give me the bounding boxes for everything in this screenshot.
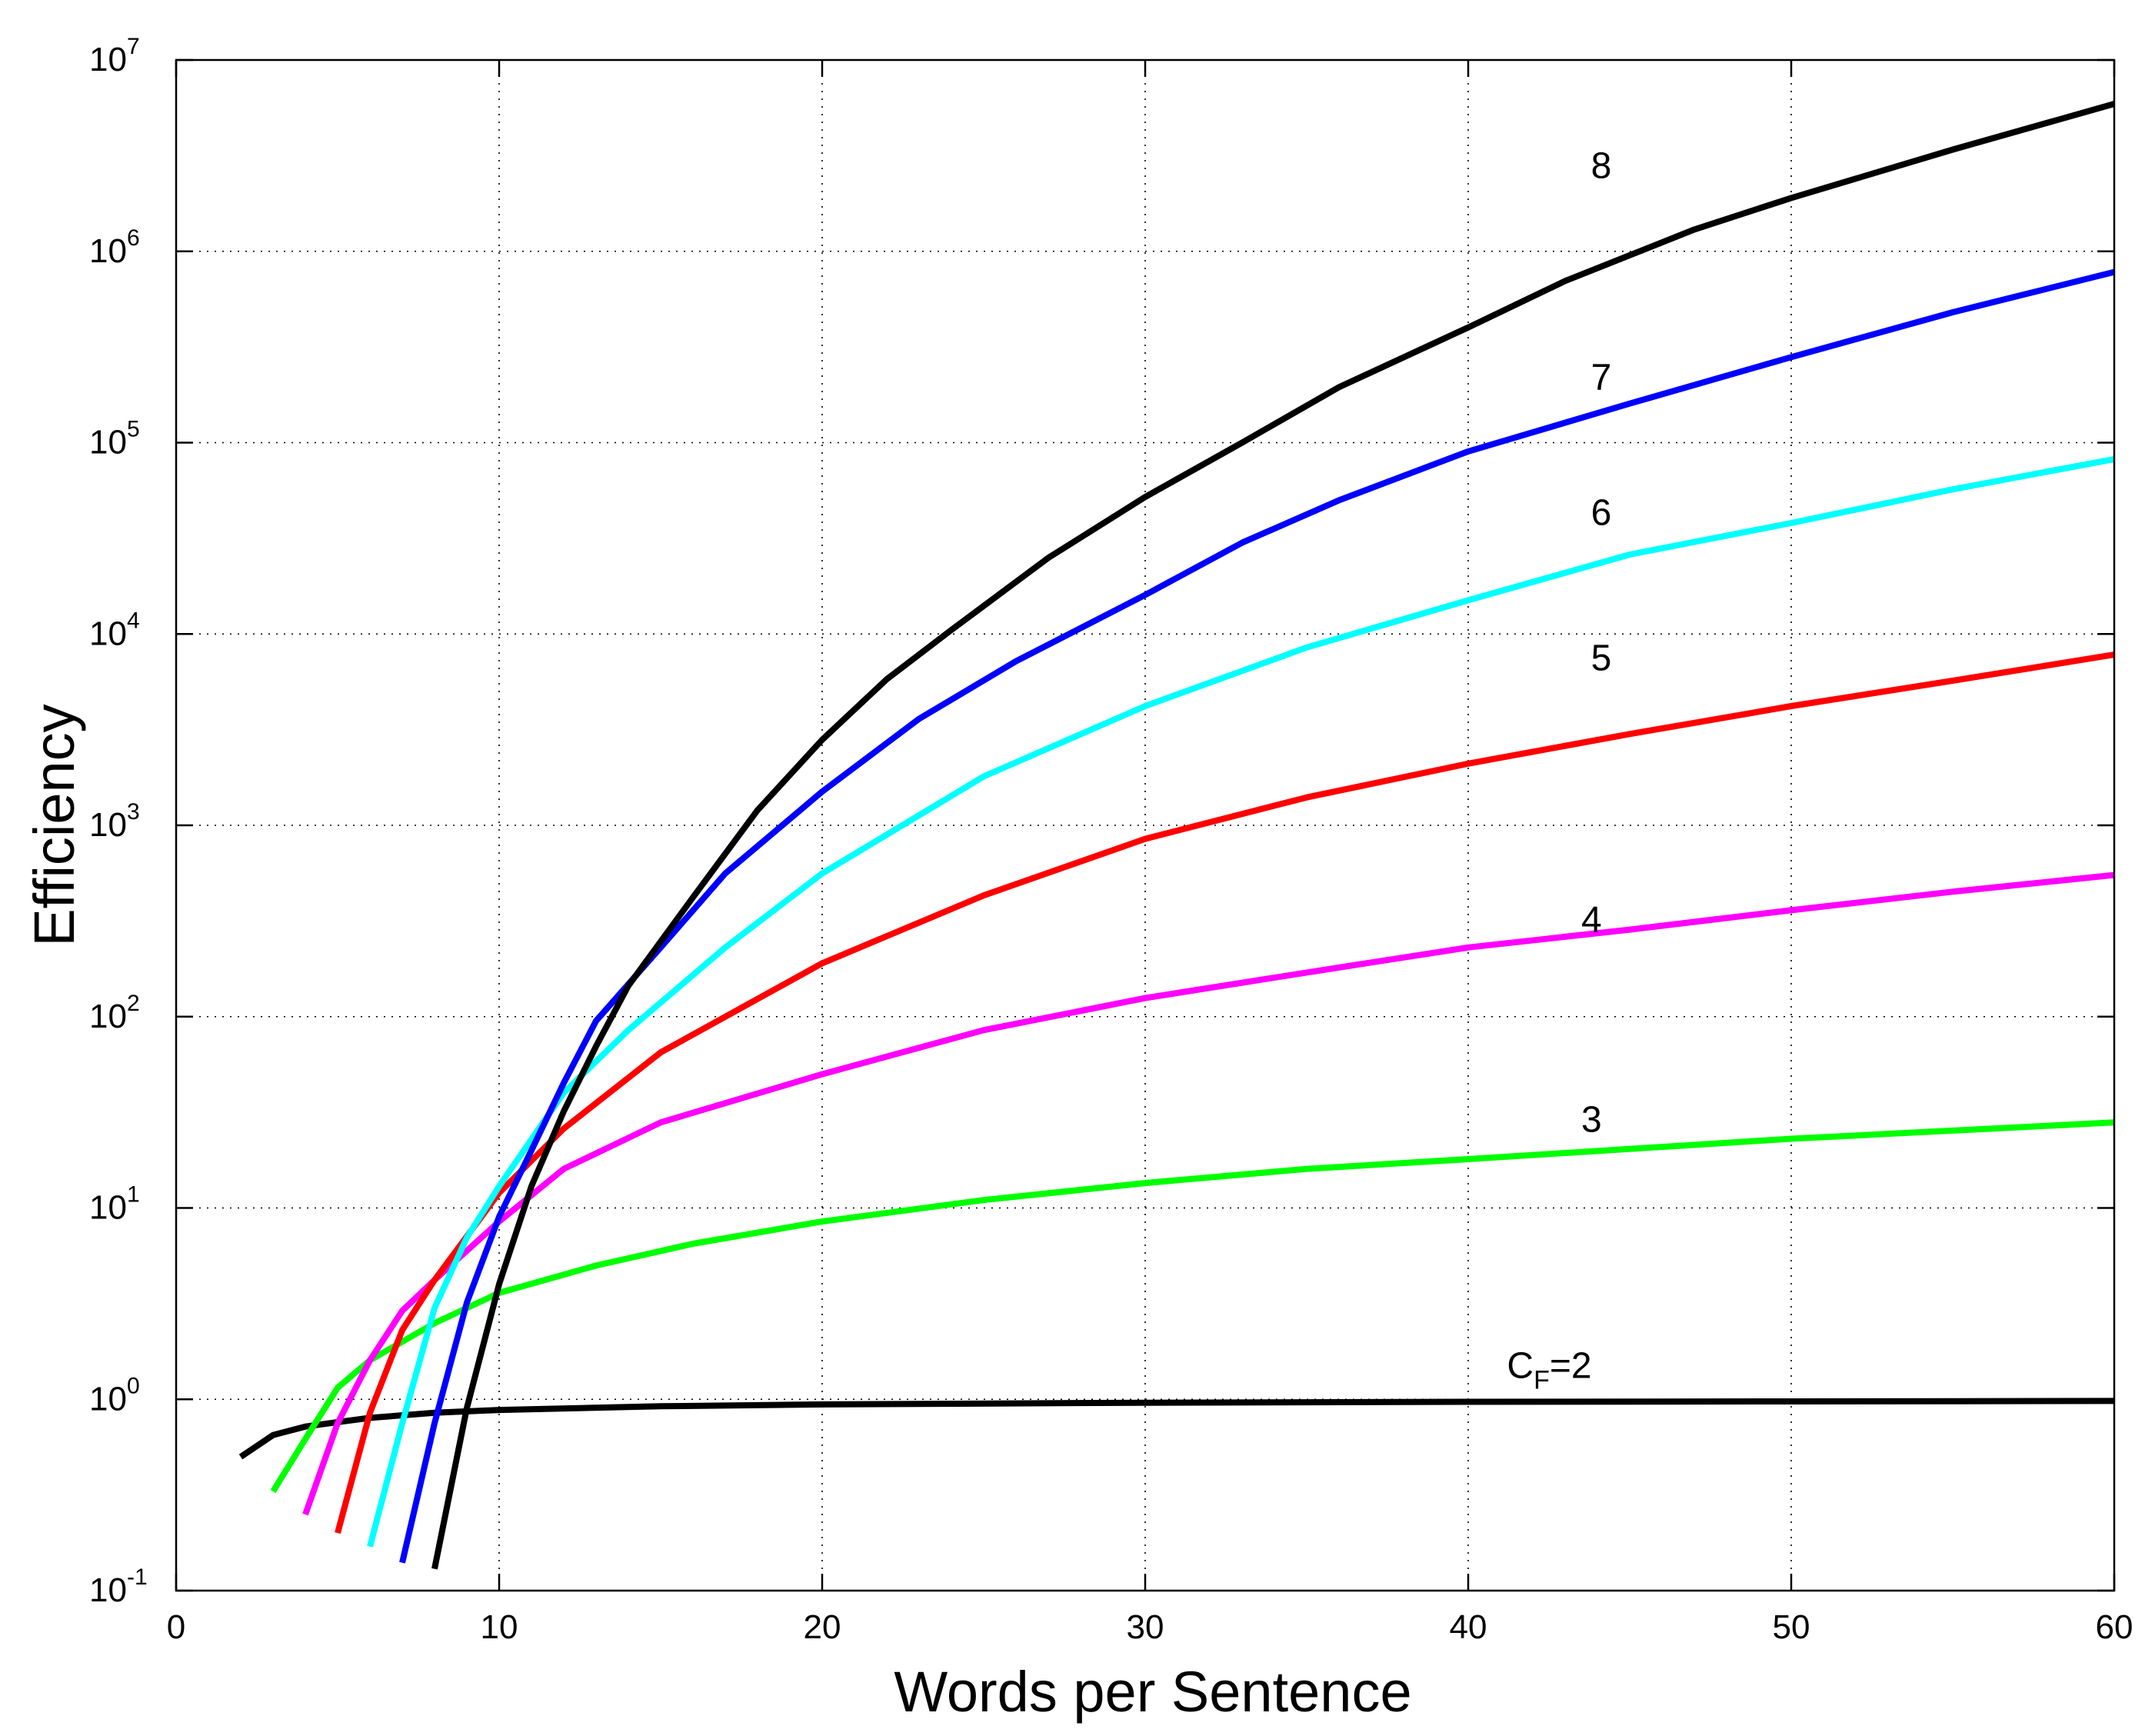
curve-annotation: CF=2 [1507,1345,1591,1394]
series-line-4 [367,455,2115,1548]
annotations: 8 7 6 5 4 3 CF=2 [1507,146,1611,1395]
y-tick-labels: 10-1 100 101 102 103 104 105 106 107 [89,34,148,1609]
series-line-6 [431,101,2116,1570]
x-tick-label: 50 [1773,1608,1810,1646]
series-line-3 [335,651,2115,1534]
series-line-2 [302,871,2115,1516]
x-tick-label: 60 [2096,1608,2133,1646]
x-axis-label: Words per Sentence [894,1660,1411,1724]
curve-annotation: 8 [1591,146,1612,187]
series-layer [238,101,2116,1570]
series-line-1 [270,1119,2115,1494]
x-tick-label: 20 [804,1608,841,1646]
y-tick-label: 10-1 [89,1564,148,1609]
curve-annotation: 6 [1591,493,1612,534]
y-tick-label: 107 [89,34,140,78]
x-tick-labels: 0 10 20 30 40 50 60 [167,1608,2133,1646]
curve-annotation: 5 [1591,638,1612,678]
grid [176,60,2114,1591]
y-tick-label: 100 [89,1373,140,1418]
x-tick-label: 0 [167,1608,185,1646]
series-line-5 [399,268,2115,1564]
x-tick-label: 30 [1127,1608,1164,1646]
x-tick-label: 10 [481,1608,518,1646]
curve-annotation: 7 [1591,357,1612,398]
series-line-0 [238,1398,2115,1460]
y-axis-label: Efficiency [22,704,86,946]
y-tick-label: 103 [89,799,140,844]
y-tick-label: 101 [89,1182,140,1227]
y-tick-label: 102 [89,991,140,1035]
x-tick-label: 40 [1450,1608,1487,1646]
tick-marks [175,58,2116,1592]
curve-annotation: 4 [1581,900,1602,941]
y-tick-label: 105 [89,417,140,461]
y-tick-label: 104 [89,608,140,652]
curve-annotation: 3 [1581,1099,1602,1140]
y-tick-label: 106 [89,225,140,270]
